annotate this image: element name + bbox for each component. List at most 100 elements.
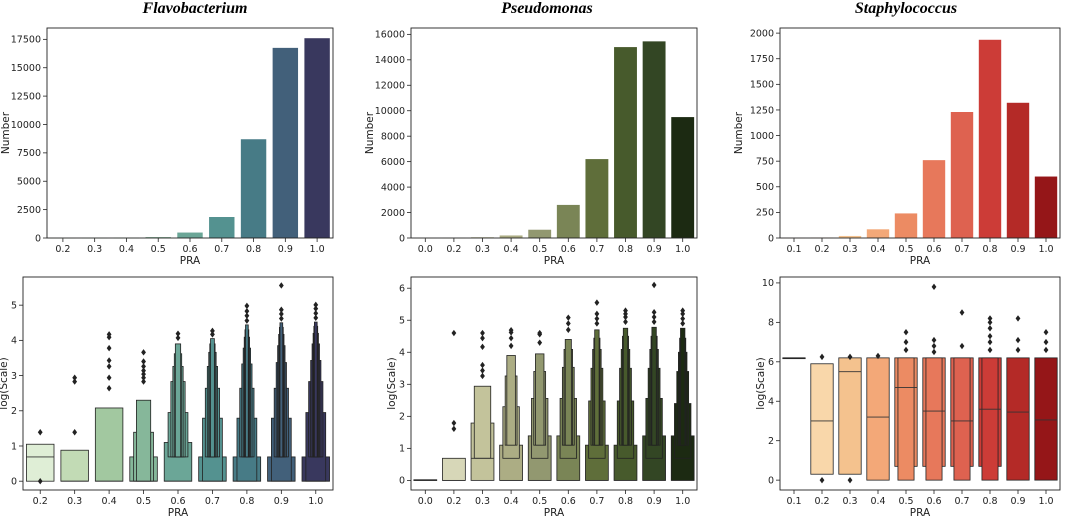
y-axis-label: Number: [733, 111, 745, 154]
outlier-point: [537, 339, 543, 346]
boxen-box: [866, 357, 890, 481]
outlier-point: [987, 338, 993, 346]
boxen-box: [925, 357, 943, 481]
y-tick-label: 0: [768, 475, 774, 486]
outlier-point: [278, 315, 284, 322]
y-tick-label: 14000: [375, 55, 405, 66]
title-pseudomonas: Pseudomonas: [500, 0, 593, 17]
y-tick-label: 4: [768, 397, 774, 408]
outlier-point: [565, 320, 571, 327]
outlier-point: [651, 318, 657, 326]
x-tick-label: 0.2: [814, 496, 829, 507]
outlier-point: [819, 353, 825, 361]
y-tick-label: 10000: [11, 120, 41, 131]
outlier-point: [106, 344, 112, 352]
x-tick-label: 1.0: [1038, 244, 1053, 255]
x-tick-label: 0.8: [246, 244, 261, 255]
flavo-bar-panel: 0 2500 5000 7500 10000 12500 15000 17500 0.2 0.3 0…: [0, 27, 334, 267]
x-tick-label: 0.4: [504, 244, 519, 255]
boxen-box: [442, 457, 466, 481]
y-tick-label: 2: [399, 412, 405, 423]
outlier-point: [680, 320, 686, 327]
outlier-point: [1015, 336, 1021, 344]
x-tick-label: 0.2: [814, 244, 829, 255]
outlier-point: [278, 282, 284, 289]
x-tick-label: 0.5: [532, 496, 547, 507]
boxen-box: [279, 322, 284, 458]
outlier-point: [141, 358, 146, 365]
outlier-point: [480, 367, 485, 374]
x-tick-label: 0.3: [842, 496, 857, 507]
outlier-point: [175, 330, 181, 337]
outlier-point: [931, 348, 937, 356]
outlier-point: [594, 320, 600, 327]
outlier-point: [451, 419, 457, 427]
x-tick-label: 0.6: [926, 496, 941, 507]
pseudo-boxen-panel: 0 1 2 3 4 5 6 0.0 0.2 0.3 0.4 0.5 0.6 0.7 0.8 0.9 1.0 PRA…: [386, 276, 698, 517]
bar: [304, 38, 330, 238]
outlier-point: [1015, 315, 1021, 322]
outlier-point: [565, 326, 571, 334]
outlier-point: [141, 349, 146, 356]
x-tick-label: 0.2: [446, 244, 461, 255]
title-flavobacterium: Flavobacterium: [142, 0, 248, 17]
x-tick-label: 1.0: [675, 496, 690, 507]
y-tick-label: 1000: [750, 131, 774, 142]
outlier-point: [819, 476, 825, 484]
y-tick-label: 10000: [375, 106, 405, 117]
boxen-box: [94, 407, 124, 482]
bar: [585, 159, 609, 238]
pseudo-bar-panel: 0 2000 4000 6000 8000 10000 12000 14000 16000 0.0…: [364, 27, 698, 267]
x-tick-label: 0.1: [786, 244, 801, 255]
y-tick-label: 250: [756, 208, 774, 219]
y-tick-label: 3: [399, 380, 405, 391]
outlier-point: [1015, 346, 1021, 354]
x-tick-label: 0.0: [418, 496, 433, 507]
outlier-point: [987, 332, 993, 340]
bar: [272, 47, 299, 238]
outlier-point: [903, 329, 909, 336]
outlier-point: [106, 331, 112, 338]
x-tick-label: 0.6: [561, 244, 576, 255]
outlier-point: [987, 315, 993, 322]
y-tick-label: 0: [399, 233, 405, 244]
y-tick-label: 16000: [375, 30, 405, 41]
y-tick-label: 12000: [375, 81, 405, 92]
x-tick-label: 0.9: [647, 496, 662, 507]
y-tick-label: 0: [11, 476, 17, 487]
outlier-point: [72, 429, 78, 436]
y-tick-label: 10: [762, 278, 774, 289]
boxen-box: [313, 321, 318, 458]
x-tick-label: 0.4: [870, 496, 885, 507]
outlier-point: [175, 334, 181, 342]
bar: [528, 229, 552, 238]
bar: [1006, 102, 1030, 238]
y-tick-label: 2: [768, 436, 774, 447]
y-tick-label: 1750: [750, 54, 774, 65]
outlier-point: [594, 310, 600, 318]
bar: [866, 229, 890, 238]
outlier-point: [278, 306, 284, 313]
x-tick-label: 0.5: [898, 244, 913, 255]
x-tick-label: 0.2: [33, 496, 48, 507]
outlier-point: [244, 302, 250, 310]
x-tick-label: 0.9: [274, 496, 289, 507]
boxen-box: [1006, 357, 1030, 481]
boxen-box: [680, 327, 686, 446]
bar: [922, 160, 946, 238]
boxen-box: [1034, 357, 1058, 481]
title-staphylococcus: Staphylococcus: [855, 0, 957, 17]
outlier-point: [987, 325, 993, 332]
outlier-point: [537, 329, 543, 337]
outlier-point: [141, 374, 146, 381]
boxen-box: [810, 363, 834, 475]
outlier-point: [987, 346, 993, 354]
outlier-point: [931, 342, 937, 350]
outlier-point: [1043, 338, 1049, 346]
y-tick-label: 5000: [17, 177, 41, 188]
bar: [642, 41, 666, 239]
y-tick-label: 1: [11, 441, 17, 452]
x-axis-label: PRA: [544, 507, 565, 517]
outlier-point: [623, 310, 628, 318]
